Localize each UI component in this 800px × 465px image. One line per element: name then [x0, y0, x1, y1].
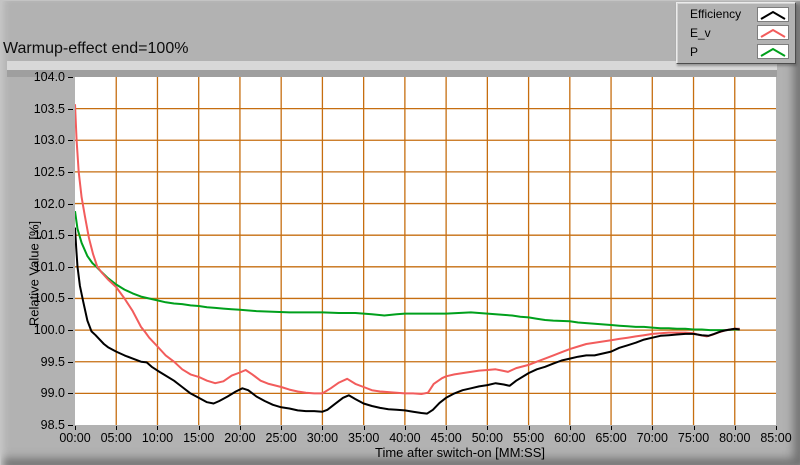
y-tick-label: 99.0 — [40, 386, 65, 401]
y-tick-mark — [68, 140, 73, 142]
x-tick-label: 20:00 — [224, 431, 256, 445]
x-tick-mark — [116, 426, 118, 430]
x-tick-mark — [198, 426, 200, 430]
chart-title: Warmup-effect end=100% — [3, 40, 189, 57]
y-tick-mark — [68, 266, 73, 268]
x-tick-mark — [652, 426, 654, 430]
x-tick-label: 10:00 — [141, 431, 174, 445]
x-tick-label: 35:00 — [348, 431, 380, 445]
x-tick-mark — [322, 426, 324, 430]
x-tick-label: 15:00 — [183, 431, 215, 445]
y-tick-mark — [68, 330, 73, 332]
x-tick-mark — [528, 426, 530, 430]
legend-label: P — [690, 44, 699, 59]
divider-groove-shadow — [7, 70, 777, 77]
y-axis-title: Relative Value [%] — [26, 220, 42, 327]
x-tick-label: 55:00 — [512, 431, 545, 445]
y-tick-mark — [68, 361, 73, 363]
x-tick-label: 40:00 — [389, 431, 421, 445]
x-tick-mark — [611, 426, 613, 430]
x-tick-mark — [157, 426, 159, 430]
x-tick-mark — [363, 426, 365, 430]
y-tick-mark — [68, 235, 73, 237]
legend-line-style-icon[interactable] — [757, 44, 789, 60]
x-tick-label: 50:00 — [471, 431, 503, 445]
y-tick-label: 100.5 — [33, 291, 65, 306]
x-tick-label: 30:00 — [306, 431, 339, 445]
legend-chevron-icon — [760, 47, 786, 58]
x-tick-mark — [446, 426, 448, 430]
x-tick-label: 65:00 — [595, 431, 627, 445]
divider-groove-highlight — [7, 61, 777, 70]
legend-chevron-icon — [760, 10, 786, 20]
x-tick-label: 00:00 — [59, 431, 91, 445]
x-tick-mark — [734, 426, 736, 430]
x-tick-mark — [776, 426, 777, 430]
chart-canvas — [75, 77, 776, 425]
x-tick-label: 05:00 — [100, 431, 132, 445]
y-tick-mark — [68, 298, 73, 300]
legend-item-efficiency[interactable]: Efficiency — [677, 5, 795, 23]
y-tick-label: 102.5 — [33, 164, 65, 179]
legend-label: Efficiency — [690, 7, 742, 22]
y-tick-mark — [68, 393, 73, 395]
x-tick-mark — [75, 426, 76, 430]
x-tick-mark — [404, 426, 406, 430]
legend: Efficiency E_v P — [676, 2, 796, 64]
x-tick-label: 60:00 — [554, 431, 586, 445]
y-tick-mark — [68, 425, 73, 426]
y-tick-label: 102.0 — [33, 196, 65, 211]
y-tick-label: 104.0 — [33, 70, 65, 84]
y-tick-label: 103.5 — [33, 101, 65, 116]
y-tick-label: 100.0 — [33, 323, 65, 338]
legend-line-style-icon[interactable] — [757, 6, 789, 22]
series-line-efficiency — [75, 227, 740, 415]
x-tick-label: 25:00 — [265, 431, 297, 445]
y-tick-mark — [68, 171, 73, 173]
y-tick-label: 99.5 — [40, 354, 65, 369]
legend-label: E_v — [690, 25, 711, 40]
y-tick-label: 103.0 — [33, 133, 65, 148]
legend-line-style-icon[interactable] — [757, 25, 789, 41]
series-line-p — [75, 210, 740, 332]
plot-area — [75, 77, 776, 425]
y-tick-mark — [68, 77, 73, 78]
x-tick-label: 80:00 — [719, 431, 751, 445]
x-tick-mark — [569, 426, 571, 430]
legend-item-e_v[interactable]: E_v — [677, 24, 795, 42]
x-tick-label: 70:00 — [636, 431, 668, 445]
x-tick-label: 85:00 — [760, 431, 792, 445]
y-tick-mark — [68, 108, 73, 110]
legend-item-p[interactable]: P — [677, 43, 795, 61]
legend-chevron-icon — [760, 29, 786, 39]
x-tick-mark — [239, 426, 241, 430]
y-tick-label: 101.0 — [33, 259, 65, 274]
x-tick-mark — [281, 426, 283, 430]
y-tick-label: 101.5 — [33, 228, 65, 243]
x-tick-label: 75:00 — [677, 431, 710, 445]
y-tick-mark — [68, 203, 73, 205]
x-tick-mark — [487, 426, 489, 430]
series-line-e_v — [75, 104, 740, 395]
x-tick-label: 45:00 — [430, 431, 462, 445]
x-tick-mark — [693, 426, 695, 430]
x-axis-title: Time after switch-on [MM:SS] — [375, 445, 545, 460]
y-tick-label: 98.5 — [40, 418, 65, 432]
